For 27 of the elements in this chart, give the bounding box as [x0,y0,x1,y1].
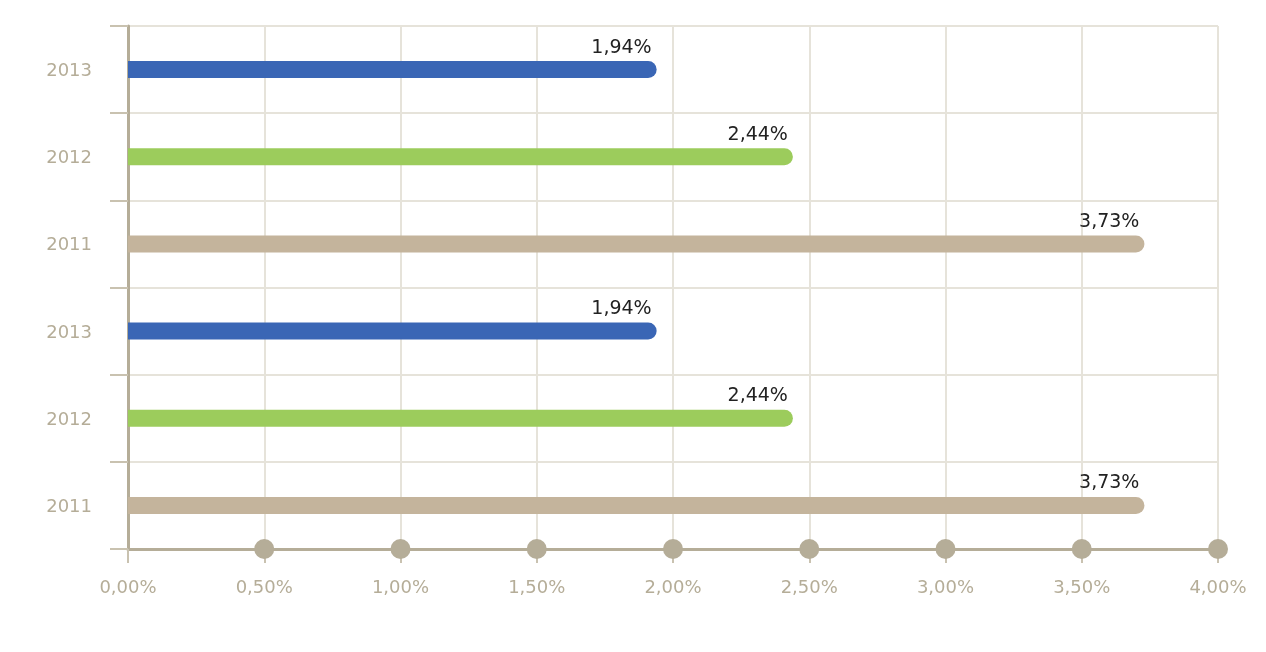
x-tick-label: 2,00% [644,575,702,597]
x-tick-label: 0,00% [99,575,157,597]
data-label: 3,73% [1079,208,1140,231]
y-tick-label: 2011 [46,494,92,516]
data-label: 2,44% [727,383,788,406]
y-tick-label: 2012 [46,146,92,168]
bar [128,496,1145,514]
y-tick-label: 2013 [46,320,92,342]
data-label: 1,94% [591,34,652,57]
x-tick-label: 1,00% [371,575,430,597]
y-tick-label: 2011 [46,233,92,255]
x-tick-label: 1,50% [508,575,566,597]
bar [128,61,657,79]
data-label: 2,44% [727,121,788,144]
bar [128,235,1145,253]
x-tick-label: 3,00% [916,575,975,597]
x-tick-label: 2,50% [780,575,838,597]
bar [128,322,657,340]
data-label: 3,73% [1079,470,1140,493]
bar [128,148,793,166]
data-label: 1,94% [591,296,652,319]
x-tick-label: 0,50% [235,575,293,597]
bar [128,409,793,427]
x-tick-label: 3,50% [1053,575,1111,597]
y-tick-label: 2013 [46,59,92,81]
x-tick-label: 4,00% [1189,575,1247,597]
y-tick-label: 2012 [46,407,92,429]
